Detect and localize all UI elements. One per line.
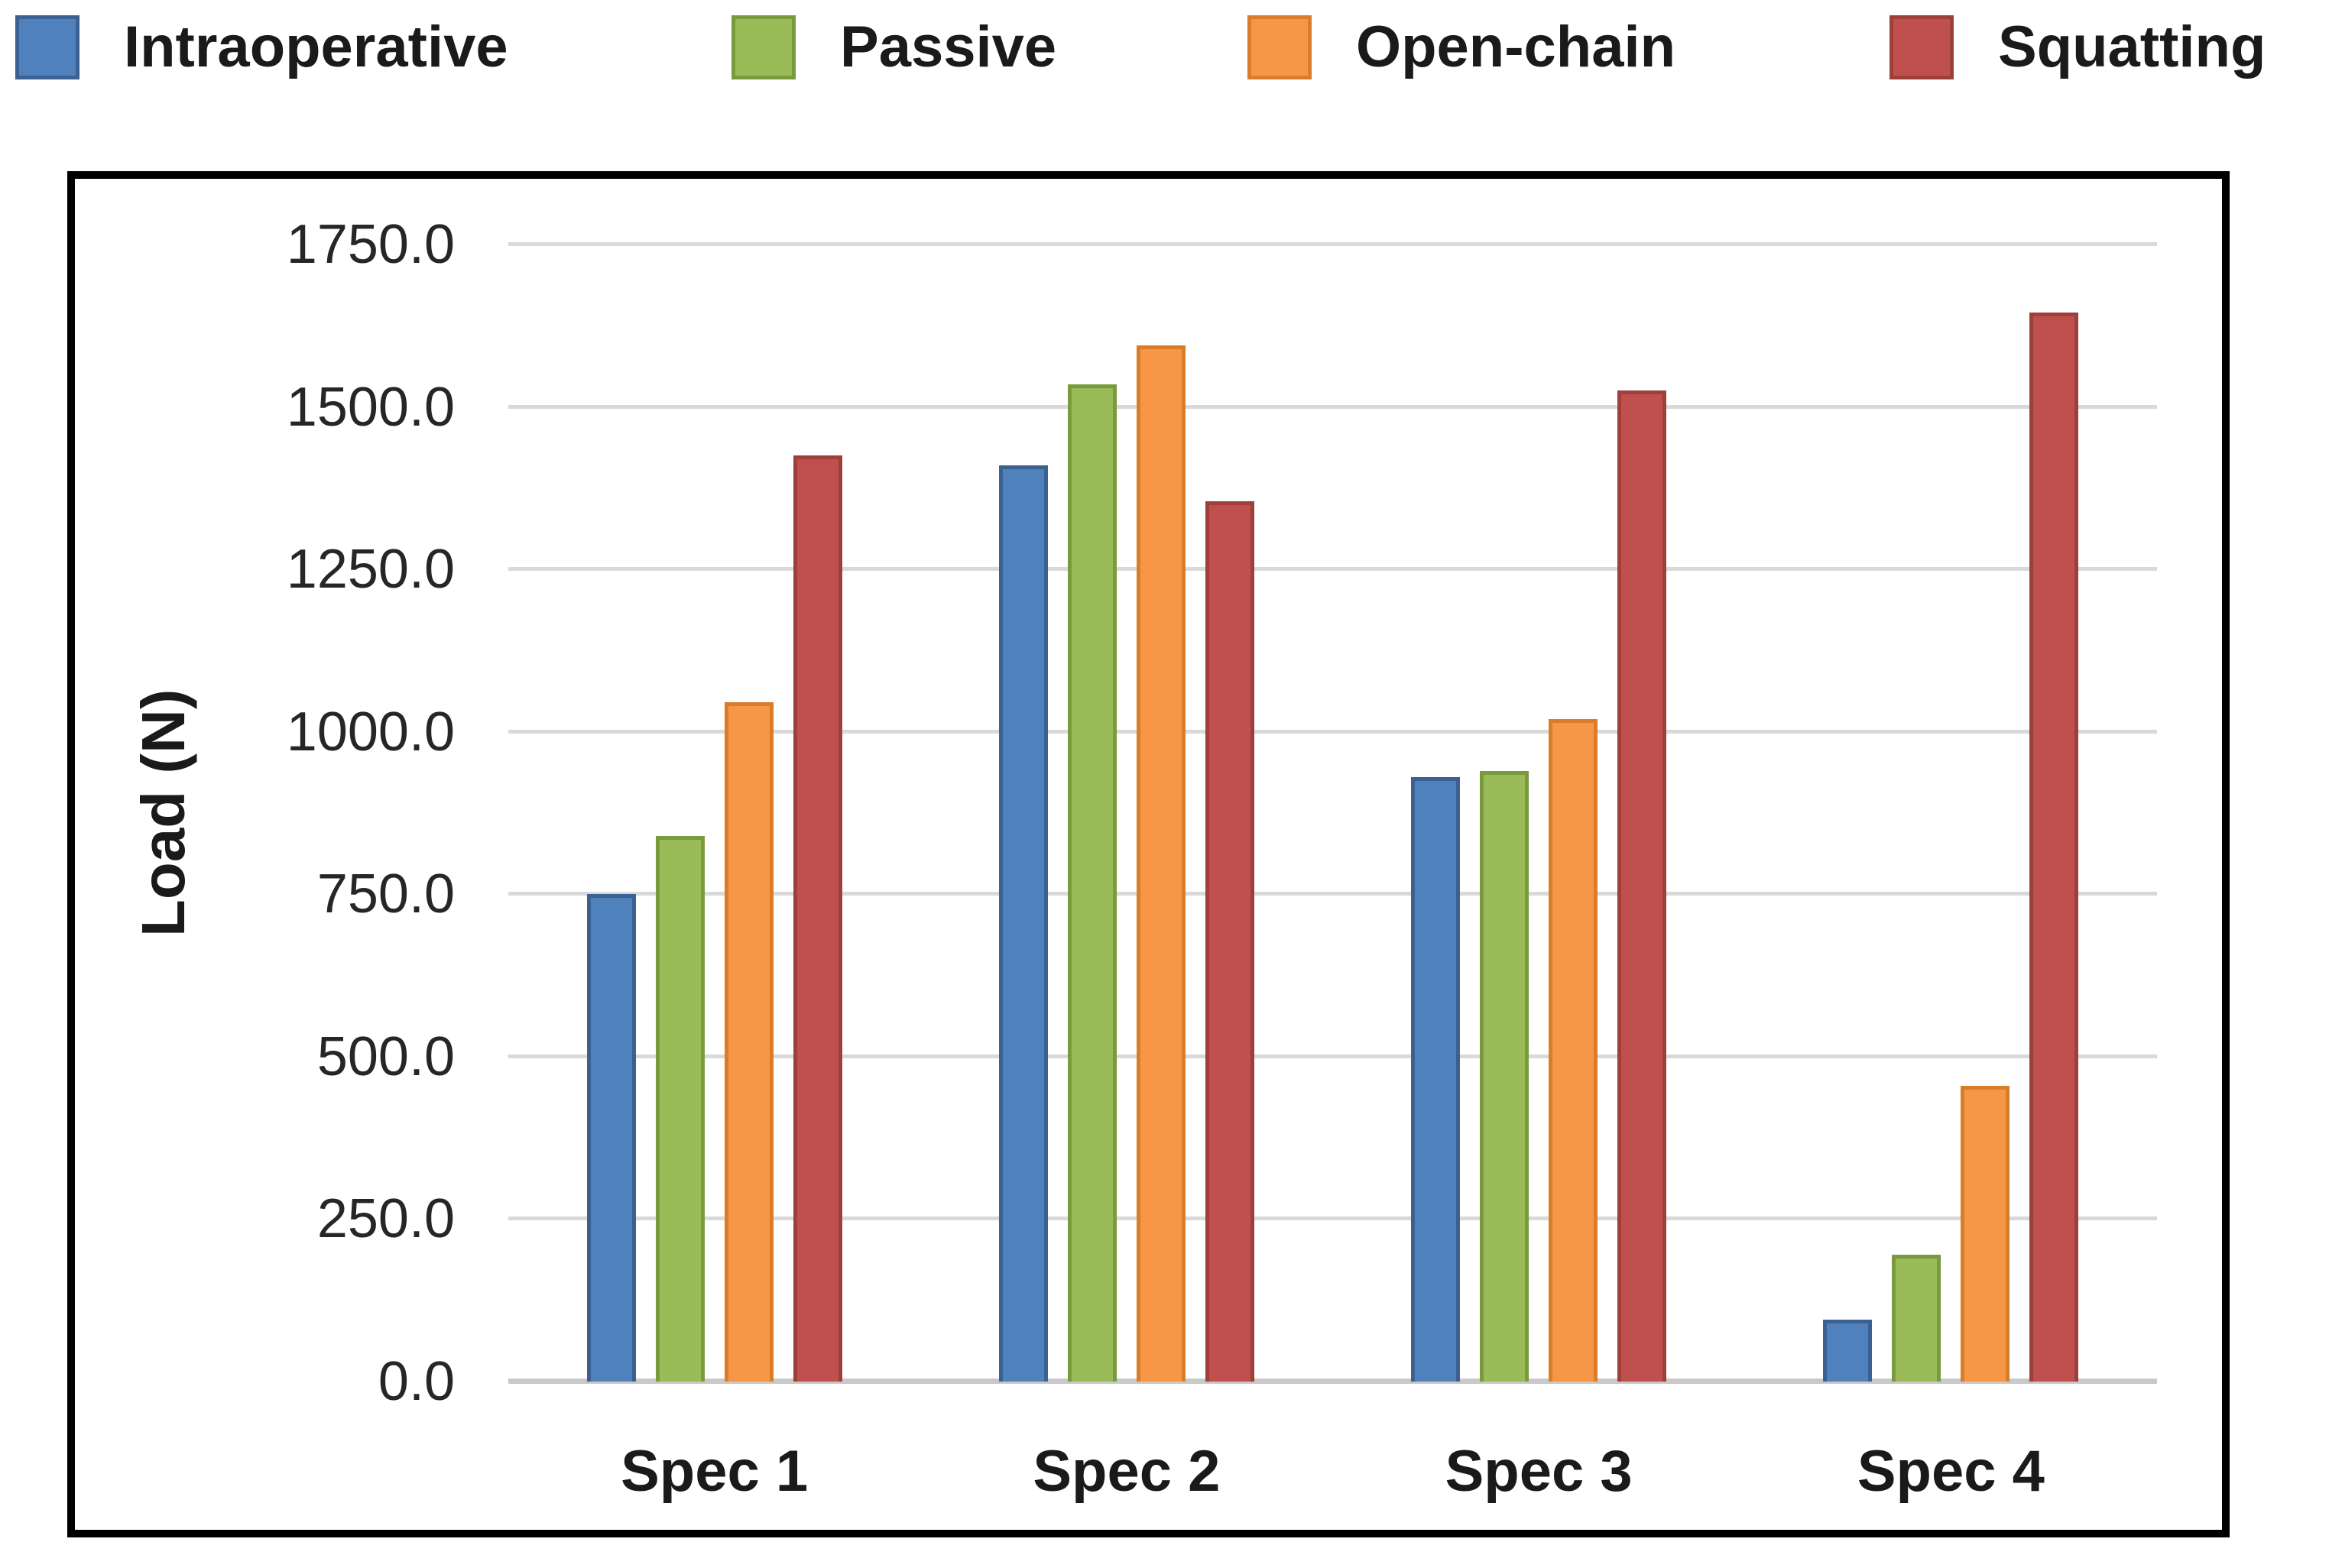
bar-group-spec-3 (1333, 245, 1745, 1382)
y-axis-tick-labels: 0.0 250.0 500.0 750.0 1000.0 1250.0 1500.0 1750… (75, 179, 455, 1530)
plot-area (508, 242, 2157, 1384)
y-tick-label: 750.0 (316, 863, 455, 925)
bar-open-chain-spec-2 (1136, 345, 1186, 1382)
gridline (508, 242, 2157, 246)
bar-squatting-spec-1 (793, 455, 842, 1382)
legend-swatch-icon (15, 15, 79, 79)
x-tick-label-spec-1: Spec 1 (621, 1439, 809, 1504)
y-tick-label: 1750.0 (286, 214, 455, 275)
legend-item-squatting: Squatting (1889, 11, 2266, 84)
bar-intraoperative-spec-2 (998, 465, 1048, 1382)
legend-swatch-icon (731, 15, 796, 79)
x-axis-line (508, 1378, 2157, 1384)
y-tick-label: 1000.0 (286, 701, 455, 763)
bar-passive-spec-3 (1480, 770, 1529, 1382)
bar-passive-spec-2 (1067, 384, 1117, 1382)
x-axis-tick-labels: Spec 1 Spec 2 Spec 3 Spec 4 (508, 1438, 2157, 1505)
y-tick-label: 1250.0 (286, 539, 455, 601)
bar-squatting-spec-3 (1617, 390, 1667, 1382)
y-tick-label: 1500.0 (286, 376, 455, 438)
y-tick-label: 250.0 (316, 1188, 455, 1250)
gridline (508, 1216, 2157, 1221)
legend-item-passive: Passive (731, 11, 1056, 84)
x-tick-label-spec-3: Spec 3 (1445, 1439, 1633, 1504)
bar-squatting-spec-2 (1205, 501, 1254, 1382)
bar-open-chain-spec-4 (1961, 1086, 2010, 1382)
bar-group-spec-2 (920, 245, 1332, 1382)
bar-squatting-spec-4 (2029, 313, 2079, 1382)
legend-swatch-icon (1247, 15, 1312, 79)
bar-intraoperative-spec-1 (586, 894, 636, 1382)
legend-label: Passive (840, 15, 1057, 79)
bar-intraoperative-spec-3 (1411, 777, 1461, 1382)
bar-open-chain-spec-3 (1549, 718, 1598, 1382)
gridline (508, 729, 2157, 734)
bar-open-chain-spec-1 (724, 702, 774, 1382)
legend-item-open-chain: Open-chain (1247, 11, 1675, 84)
y-tick-label: 500.0 (316, 1025, 455, 1087)
legend-label: Intraoperative (124, 15, 508, 79)
bar-groups (508, 245, 2157, 1382)
chart-box: Load (N) 0.0 250.0 500.0 750.0 1000.0 1250.0 1… (67, 171, 2230, 1537)
gridline (508, 892, 2157, 896)
y-tick-label: 0.0 (378, 1351, 455, 1412)
gridline (508, 567, 2157, 572)
legend-swatch-icon (1889, 15, 1954, 79)
bar-group-spec-4 (1745, 245, 2157, 1382)
gridline (508, 1054, 2157, 1058)
bar-passive-spec-4 (1892, 1255, 1941, 1382)
bar-intraoperative-spec-4 (1823, 1320, 1873, 1382)
legend-label: Squatting (1998, 15, 2266, 79)
bar-group-spec-1 (508, 245, 920, 1382)
legend-item-intraoperative: Intraoperative (15, 11, 508, 84)
gridline (508, 404, 2157, 409)
bar-passive-spec-1 (655, 835, 705, 1382)
legend-label: Open-chain (1356, 15, 1676, 79)
x-tick-label-spec-4: Spec 4 (1857, 1439, 2045, 1504)
x-tick-label-spec-2: Spec 2 (1033, 1439, 1221, 1504)
